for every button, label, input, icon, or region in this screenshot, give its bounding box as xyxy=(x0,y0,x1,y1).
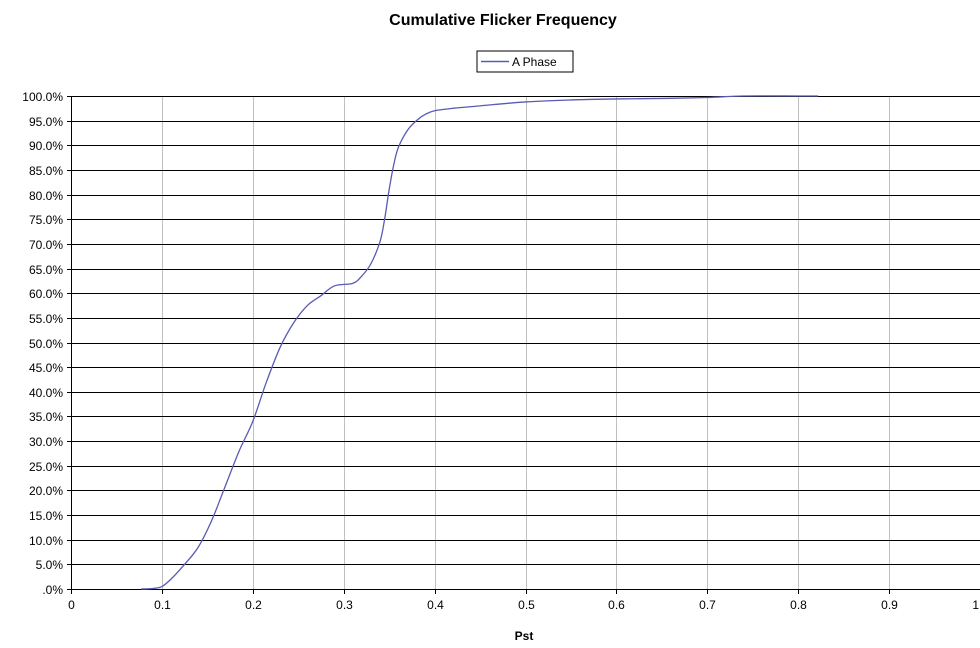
x-axis-label: Pst xyxy=(515,629,534,643)
y-tick-label: 65.0% xyxy=(29,263,63,277)
y-tick-label: 85.0% xyxy=(29,164,63,178)
y-tick-label: 70.0% xyxy=(29,238,63,252)
y-tick-label: 30.0% xyxy=(29,435,63,449)
y-tick-label: 45.0% xyxy=(29,361,63,375)
y-tick-label: 10.0% xyxy=(29,534,63,548)
y-tick-label: 75.0% xyxy=(29,213,63,227)
x-tick-label: 0.9 xyxy=(881,598,898,612)
y-tick-label: 5.0% xyxy=(36,558,64,572)
x-tick-label: 0 xyxy=(68,598,75,612)
grid xyxy=(67,96,980,590)
series-layer xyxy=(140,95,819,590)
y-tick-label: 40.0% xyxy=(29,386,63,400)
x-tick-label: 0.6 xyxy=(608,598,625,612)
x-axis-ticks: 0 0.1 0.2 0.3 0.4 0.5 0.6 0.7 0.8 0.9 1 xyxy=(68,589,979,612)
x-tick-label: 0.2 xyxy=(245,598,262,612)
legend-label-a-phase: A Phase xyxy=(512,55,557,69)
y-tick-label: 50.0% xyxy=(29,337,63,351)
series-line-a-phase xyxy=(140,95,819,590)
y-tick-label: 90.0% xyxy=(29,139,63,153)
x-tick-label: 0.8 xyxy=(790,598,807,612)
y-tick-label: 100.0% xyxy=(22,90,63,104)
chart-title: Cumulative Flicker Frequency xyxy=(389,12,617,29)
y-tick-label: 25.0% xyxy=(29,460,63,474)
x-tick-label: 0.4 xyxy=(427,598,444,612)
y-tick-label: 20.0% xyxy=(29,484,63,498)
x-tick-label: 0.7 xyxy=(699,598,716,612)
y-tick-label: 80.0% xyxy=(29,189,63,203)
y-tick-label: 95.0% xyxy=(29,115,63,129)
y-axis-ticks: .0% 5.0% 10.0% 15.0% 20.0% 25.0% 30.0% 35.0% 40.… xyxy=(22,90,63,597)
y-tick-label: 55.0% xyxy=(29,312,63,326)
legend: A Phase xyxy=(476,50,574,73)
x-tick-label: 0.1 xyxy=(154,598,171,612)
x-tick-label: 0.3 xyxy=(336,598,353,612)
x-tick-label: 1 xyxy=(972,598,979,612)
y-tick-label: 60.0% xyxy=(29,287,63,301)
y-tick-label: .0% xyxy=(42,583,63,597)
y-tick-label: 15.0% xyxy=(29,509,63,523)
x-tick-label: 0.5 xyxy=(518,598,535,612)
legend-box xyxy=(476,50,574,73)
y-tick-label: 35.0% xyxy=(29,410,63,424)
